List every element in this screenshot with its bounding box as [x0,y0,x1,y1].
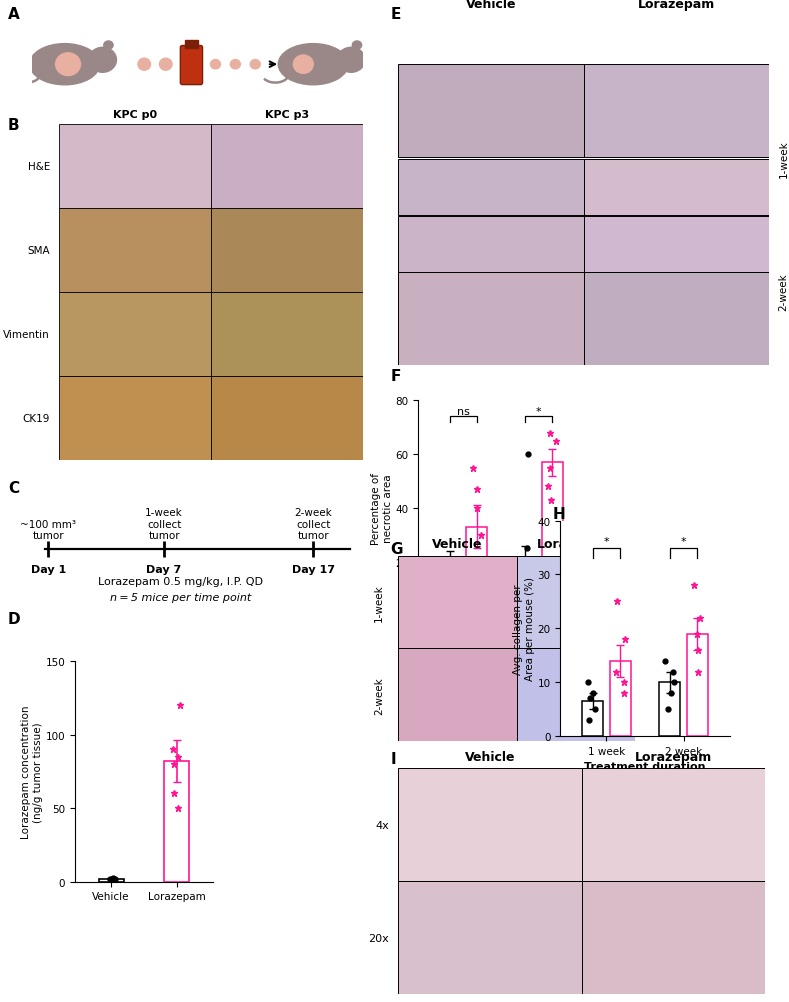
Bar [398,217,584,273]
X-axis label: Treatment duration: Treatment duration [585,762,705,772]
Bar [398,160,584,215]
Bar [398,769,581,882]
Bar [584,217,769,273]
Text: I: I [391,752,396,767]
Bar [164,762,189,882]
Text: F: F [391,369,401,384]
FancyBboxPatch shape [181,46,203,85]
Legend: Vehicle control, 0.5 mg/kg lorazepam: Vehicle control, 0.5 mg/kg lorazepam [393,703,527,735]
Ellipse shape [30,44,99,86]
Bar [517,556,635,649]
Text: Vimentin: Vimentin [3,330,50,340]
Text: 4x: 4x [376,820,389,830]
Text: C: C [8,481,19,496]
Text: *: * [536,406,541,416]
Bar [59,125,211,209]
Bar [211,209,363,293]
Bar [610,661,631,736]
Y-axis label: Percentage of
necrotic area: Percentage of necrotic area [371,473,393,544]
Text: 1-week: 1-week [374,583,384,621]
Text: CK19: CK19 [23,414,50,424]
Text: Lorazepam: Lorazepam [635,749,712,763]
Bar [517,649,635,741]
Ellipse shape [138,59,151,71]
Text: G: G [391,541,403,556]
Text: Lorazepam: Lorazepam [638,0,715,11]
Bar [99,879,124,882]
Ellipse shape [55,54,80,76]
Text: Vehicle: Vehicle [465,749,515,763]
Bar [398,556,517,649]
Text: B: B [8,118,20,133]
Text: Vehicle: Vehicle [466,0,517,11]
Text: *: * [681,536,686,546]
Ellipse shape [294,56,313,74]
Bar [59,377,211,461]
Text: *: * [604,536,609,546]
Ellipse shape [211,60,220,70]
Text: 1-week
collect
tumor: 1-week collect tumor [145,508,183,541]
Text: 20x: 20x [368,933,389,943]
X-axis label: Treatment duration: Treatment duration [440,641,562,651]
Bar [466,527,488,616]
Bar [542,463,563,616]
Bar [581,769,765,882]
Bar [211,377,363,461]
Text: ns: ns [457,406,469,416]
Text: Day 7: Day 7 [147,564,181,574]
Bar [211,293,363,377]
Text: A: A [8,7,20,22]
Bar [439,565,460,616]
Legend: Vehicle control, 0.5 mg/kg lorazepam: Vehicle control, 0.5 mg/kg lorazepam [531,824,665,856]
Bar [581,701,604,736]
Text: KPC p3: KPC p3 [265,110,309,120]
Bar [584,160,769,215]
Text: Lorazepam: Lorazepam [537,537,615,550]
Bar [398,65,584,158]
Text: Lorazepam 0.5 mg/kg, I.P. QD: Lorazepam 0.5 mg/kg, I.P. QD [98,577,264,587]
Ellipse shape [159,59,172,71]
Text: 1-week: 1-week [779,140,788,178]
Text: n = 5 mice per time point: n = 5 mice per time point [110,592,252,602]
Text: Day 17: Day 17 [292,564,335,574]
Text: KPC p0: KPC p0 [113,110,157,120]
Ellipse shape [353,42,361,50]
Text: 2-week: 2-week [374,676,384,714]
Bar [185,41,198,49]
Ellipse shape [88,48,117,73]
Text: Vehicle: Vehicle [432,537,483,550]
Bar [584,65,769,158]
Text: 2-week
collect
tumor: 2-week collect tumor [294,508,332,541]
Bar [398,273,584,366]
Ellipse shape [279,44,348,86]
Y-axis label: Avg. collagen per
Area per mouse (%): Avg. collagen per Area per mouse (%) [513,577,535,680]
Bar [59,209,211,293]
Bar [584,273,769,366]
Bar [686,634,709,736]
Ellipse shape [250,60,260,70]
Text: E: E [391,7,401,22]
Bar [59,293,211,377]
Text: Day 1: Day 1 [31,564,65,574]
Text: SMA: SMA [28,246,50,257]
Y-axis label: Lorazepam concentration
(ng/g tumor tissue): Lorazepam concentration (ng/g tumor tiss… [21,704,43,839]
Bar [659,682,680,736]
Bar [581,882,765,994]
Bar [398,882,581,994]
Ellipse shape [337,48,365,73]
Bar [398,649,517,741]
Bar [211,125,363,209]
Text: H&E: H&E [28,162,50,172]
Ellipse shape [104,42,113,50]
Text: H: H [552,506,565,521]
Text: 2-week: 2-week [779,273,788,311]
Bar [514,562,536,616]
Text: D: D [8,611,21,626]
Text: ~100 mm³
tumor: ~100 mm³ tumor [21,519,76,541]
Ellipse shape [230,60,241,70]
